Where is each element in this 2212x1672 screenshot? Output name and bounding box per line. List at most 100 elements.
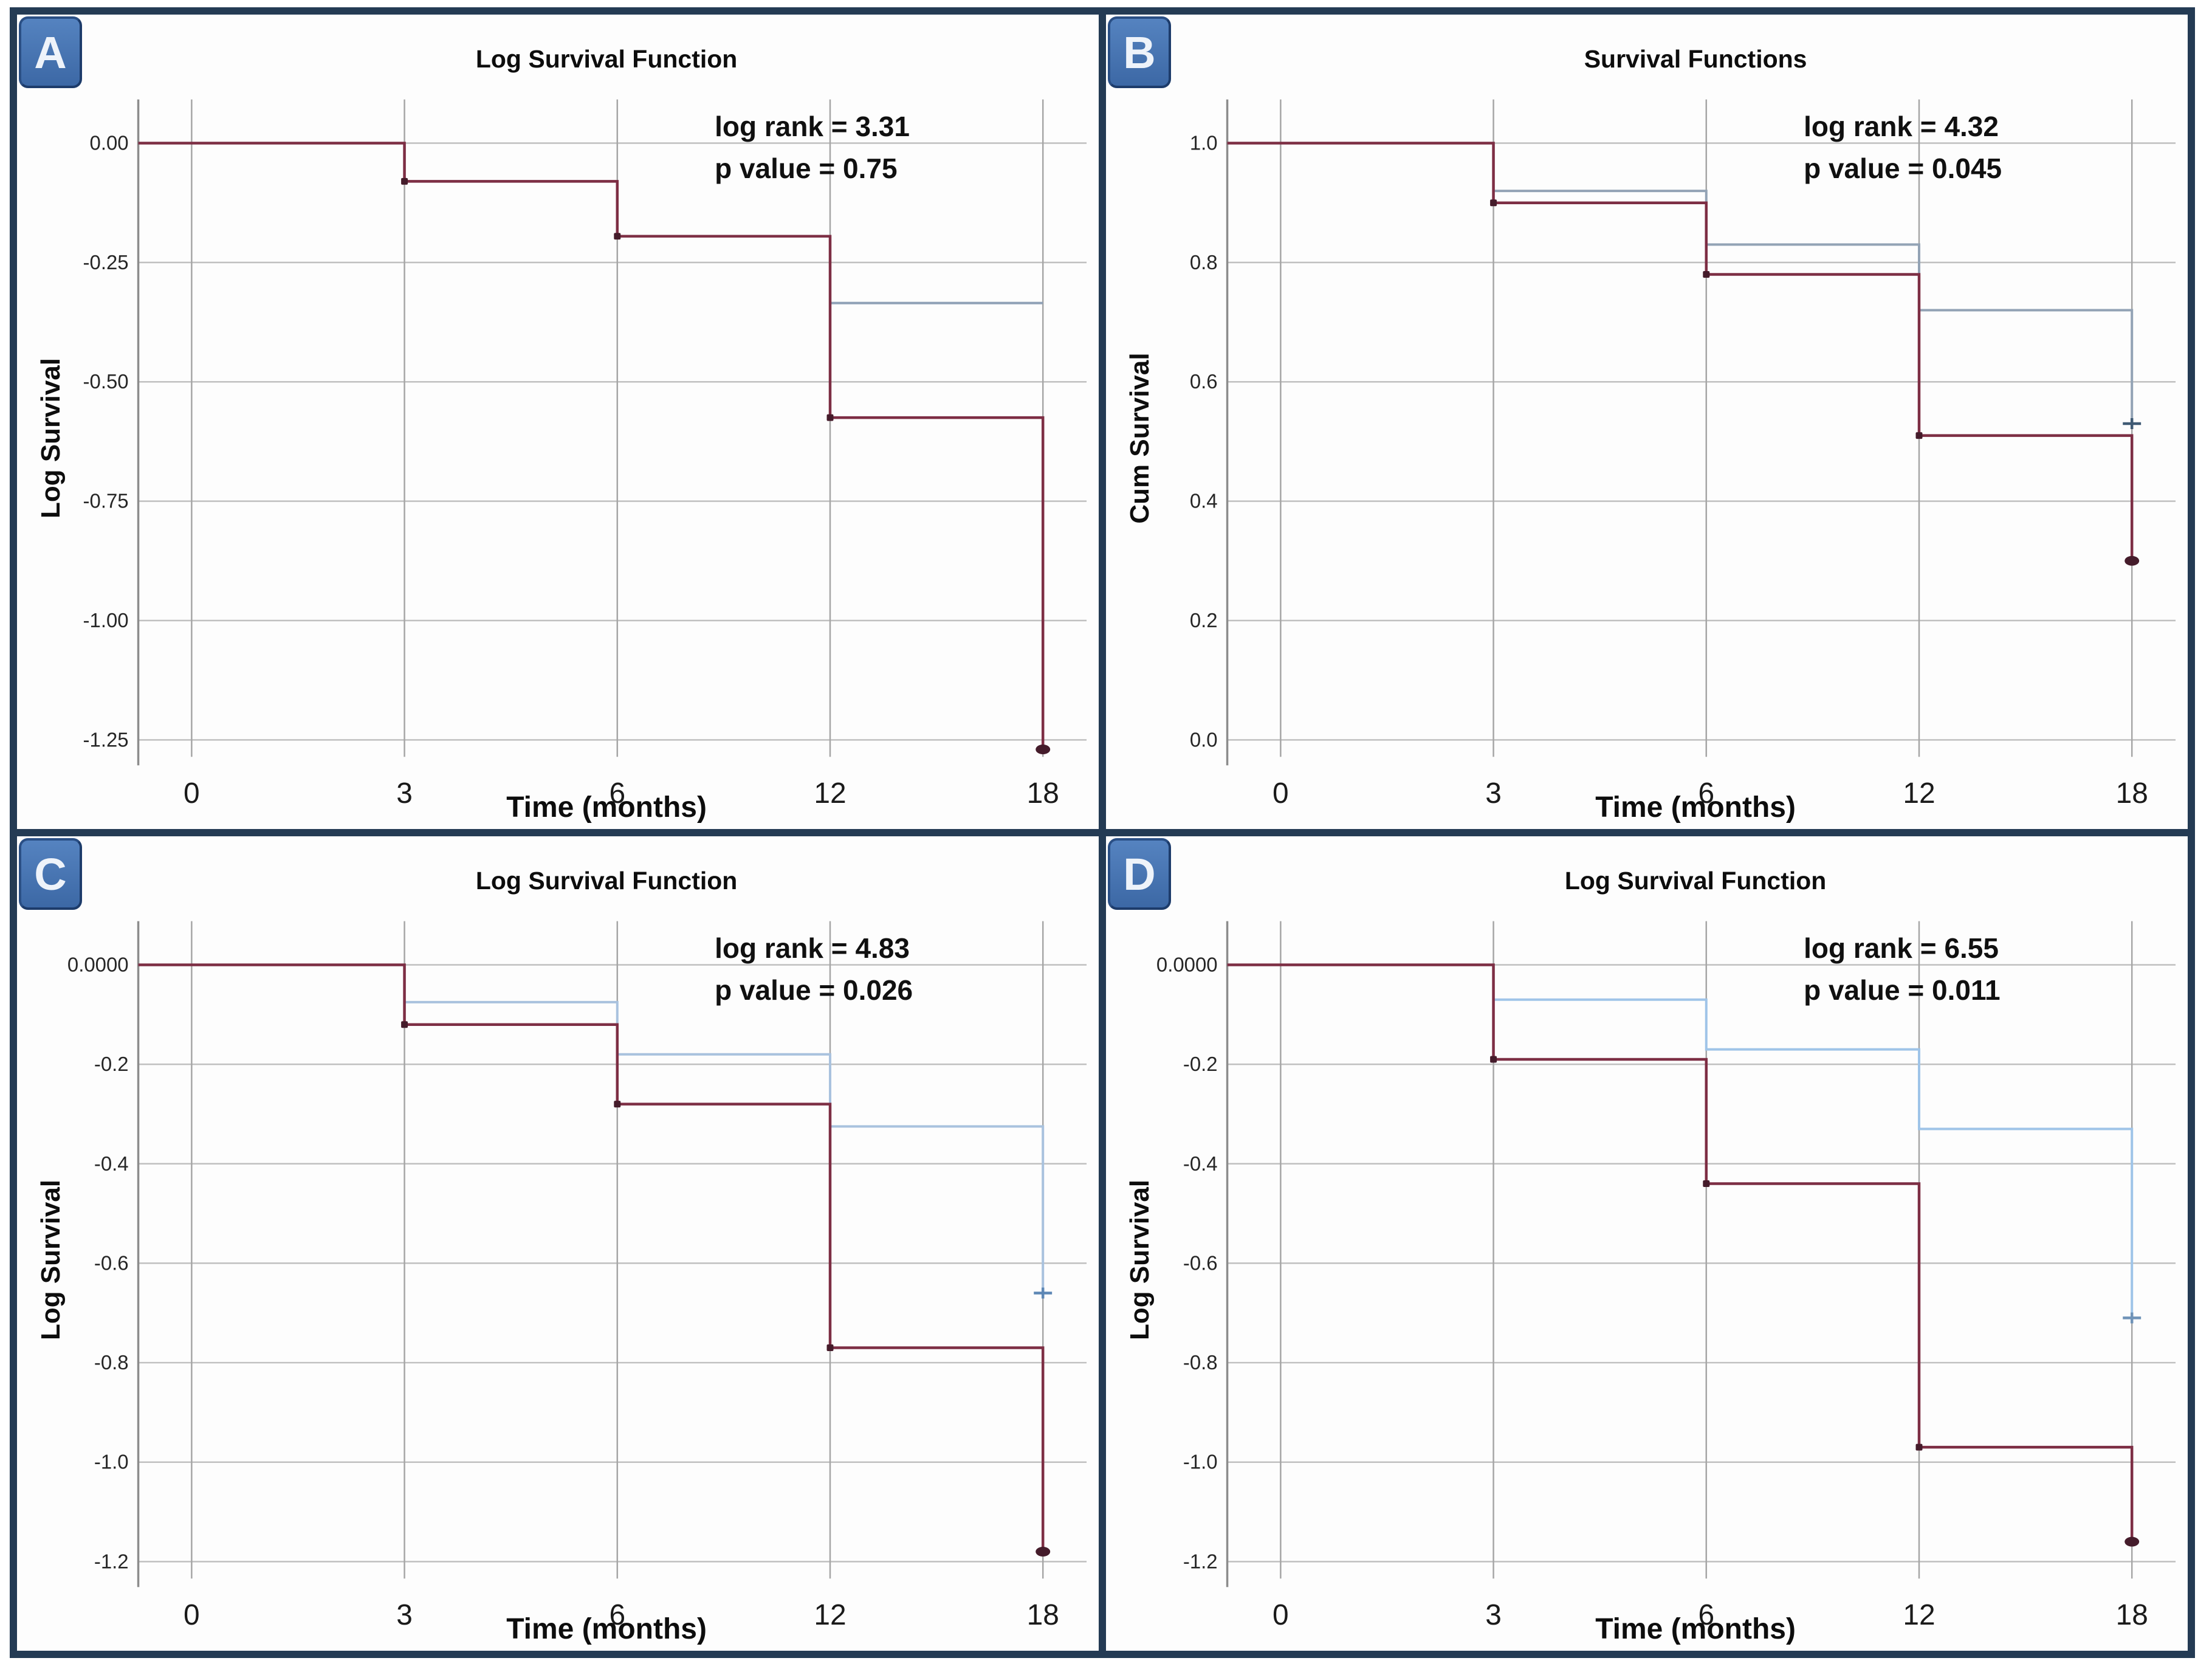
y-tick-label: -1.0 xyxy=(94,1451,129,1473)
y-tick-label: -0.25 xyxy=(83,251,129,274)
censor-marker xyxy=(1915,1443,1923,1451)
y-tick-label: -0.75 xyxy=(83,490,129,512)
y-tick-label: -1.2 xyxy=(1183,1550,1218,1572)
censor-marker xyxy=(401,1021,408,1028)
censor-marker xyxy=(1490,1056,1497,1063)
panel-c-log-rank: log rank = 4.83 xyxy=(715,932,910,964)
x-tick-label: 18 xyxy=(1027,1599,1059,1631)
y-tick-label: 0.00 xyxy=(90,132,129,154)
panel-b-log-rank: log rank = 4.32 xyxy=(1804,111,1999,142)
survival-curve-red xyxy=(138,963,1045,1552)
panel-b-badge: B xyxy=(1108,16,1171,88)
y-tick-label: -0.2 xyxy=(94,1053,129,1075)
x-tick-label: 6 xyxy=(609,1599,625,1631)
panel-c-title: Log Survival Function xyxy=(475,867,738,895)
y-tick-label: -0.8 xyxy=(94,1351,129,1374)
x-tick-label: 3 xyxy=(1485,1599,1502,1631)
panel-b-title: Survival Functions xyxy=(1584,45,1807,73)
censor-marker xyxy=(1703,1180,1710,1188)
survival-curve-red xyxy=(1227,963,2134,1542)
censor-marker xyxy=(614,233,621,240)
censor-marker xyxy=(1915,432,1923,439)
panel-b-p-value: p value = 0.045 xyxy=(1804,153,2002,184)
y-tick-label: -1.0 xyxy=(1183,1451,1218,1473)
panel-b-plot-area: 1.0 0.8 0.6 0.4 0.2 0.0 0 3 6 12 18 xyxy=(1190,99,2176,810)
x-tick-label: 3 xyxy=(396,1599,413,1631)
x-tick-label: 6 xyxy=(1698,1599,1714,1631)
panel-d-plot-area: 0.0000 -0.2 -0.4 -0.6 -0.8 -1.0 -1.2 0 3 6 12 18 xyxy=(1156,921,2176,1631)
panel-a-p-value: p value = 0.75 xyxy=(715,153,898,184)
panel-a-log-rank: log rank = 3.31 xyxy=(715,111,910,142)
four-panel-survival-figure: A Log Survival Function log rank = 3.31 … xyxy=(10,7,2195,1658)
panel-d-badge: D xyxy=(1108,838,1171,910)
censor-marker xyxy=(1703,271,1710,278)
survival-curve-red xyxy=(1227,142,2134,561)
panel-c-stats: log rank = 4.83 p value = 0.026 xyxy=(715,927,913,1011)
y-tick-label: -0.6 xyxy=(1183,1251,1218,1274)
x-tick-label: 12 xyxy=(814,1599,846,1631)
y-tick-label: 0.0000 xyxy=(1156,954,1218,976)
x-tick-label: 0 xyxy=(184,1599,200,1631)
y-tick-label: -1.25 xyxy=(83,728,129,751)
y-tick-label: 0.0 xyxy=(1190,728,1218,751)
x-tick-label: 18 xyxy=(2116,1599,2148,1631)
x-tick-label: 6 xyxy=(609,777,625,810)
survival-curve-red xyxy=(138,142,1045,750)
panel-d-title: Log Survival Function xyxy=(1564,867,1827,895)
panel-c-p-value: p value = 0.026 xyxy=(715,974,913,1006)
event-end-marker xyxy=(1036,745,1051,755)
panel-d: D Log Survival Function log rank = 6.55 … xyxy=(1106,836,2188,1651)
panel-a-x-axis-label: Time (months) xyxy=(506,791,707,824)
panel-b: B Survival Functions log rank = 4.32 p v… xyxy=(1106,15,2188,829)
censor-marker xyxy=(614,1101,621,1108)
y-tick-label: 0.2 xyxy=(1190,609,1218,631)
survival-curve-blue xyxy=(1227,963,2134,1318)
panel-c-plot-area: 0.0000 -0.2 -0.4 -0.6 -0.8 -1.0 -1.2 0 3 6 12 18 xyxy=(67,921,1087,1631)
event-end-marker xyxy=(1036,1546,1051,1557)
y-tick-label: 0.4 xyxy=(1190,490,1218,512)
y-tick-label: -0.50 xyxy=(83,370,129,393)
panel-c-y-axis-label: Log Survival xyxy=(36,1179,66,1340)
y-tick-label: 1.0 xyxy=(1190,132,1218,154)
y-tick-label: 0.6 xyxy=(1190,370,1218,393)
panel-c: C Log Survival Function log rank = 4.83 … xyxy=(17,836,1099,1651)
censor-marker xyxy=(401,177,408,185)
panel-d-y-axis-label: Log Survival xyxy=(1125,1179,1155,1340)
panel-b-y-axis-label: Cum Survival xyxy=(1125,353,1155,524)
censor-marker xyxy=(826,1344,834,1352)
panel-a-stats: log rank = 3.31 p value = 0.75 xyxy=(715,106,910,190)
panel-a-badge: A xyxy=(19,16,82,88)
x-tick-label: 12 xyxy=(1903,777,1935,810)
panel-d-stats: log rank = 6.55 p value = 0.011 xyxy=(1804,927,2001,1011)
censor-marker xyxy=(1490,199,1497,207)
x-tick-label: 6 xyxy=(1698,777,1714,810)
y-tick-label: 0.8 xyxy=(1190,251,1218,274)
panel-c-badge: C xyxy=(19,838,82,910)
x-tick-label: 3 xyxy=(1485,777,1502,810)
censor-end-marker xyxy=(2123,1312,2142,1324)
x-tick-label: 18 xyxy=(2116,777,2148,810)
panel-a-title: Log Survival Function xyxy=(475,45,738,73)
panel-a: A Log Survival Function log rank = 3.31 … xyxy=(17,15,1099,829)
panel-d-log-rank: log rank = 6.55 xyxy=(1804,932,1999,964)
x-tick-label: 3 xyxy=(396,777,413,810)
x-tick-label: 0 xyxy=(1273,1599,1289,1631)
panel-b-stats: log rank = 4.32 p value = 0.045 xyxy=(1804,106,2002,190)
y-tick-label: 0.0000 xyxy=(67,954,129,976)
censor-end-marker xyxy=(1034,1287,1053,1299)
panel-d-p-value: p value = 0.011 xyxy=(1804,974,2001,1006)
y-tick-label: -0.4 xyxy=(1183,1152,1218,1175)
x-tick-label: 12 xyxy=(1903,1599,1935,1631)
y-tick-label: -1.2 xyxy=(94,1550,129,1572)
y-tick-label: -0.8 xyxy=(1183,1351,1218,1374)
censor-end-marker xyxy=(2123,418,2142,429)
panel-c-x-axis-label: Time (months) xyxy=(506,1613,707,1645)
y-tick-label: -1.00 xyxy=(83,609,129,631)
panel-b-x-axis-label: Time (months) xyxy=(1595,791,1796,824)
x-tick-label: 0 xyxy=(1273,777,1289,810)
panel-a-y-axis-label: Log Survival xyxy=(36,357,66,518)
survival-curve-blue xyxy=(138,963,1045,1293)
censor-marker xyxy=(826,414,834,421)
x-tick-label: 18 xyxy=(1027,777,1059,810)
x-tick-label: 12 xyxy=(814,777,846,810)
